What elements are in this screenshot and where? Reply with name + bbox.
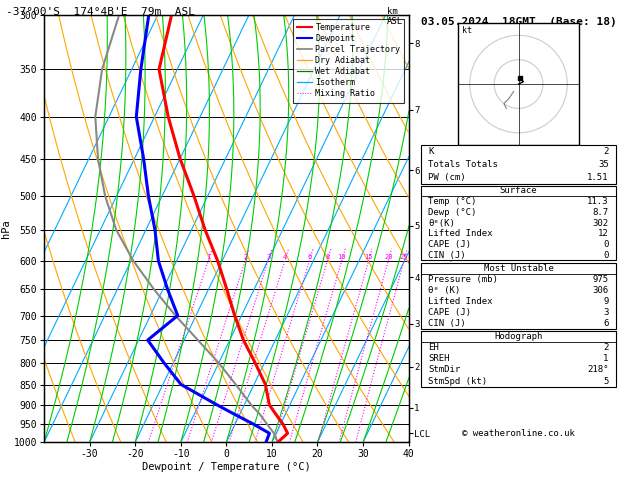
Text: 15: 15: [365, 254, 373, 260]
Text: 03.05.2024  18GMT  (Base: 18): 03.05.2024 18GMT (Base: 18): [421, 17, 616, 27]
Bar: [421, 186, 616, 260]
Text: 9: 9: [603, 297, 609, 306]
X-axis label: Dewpoint / Temperature (°C): Dewpoint / Temperature (°C): [142, 462, 311, 472]
Legend: Temperature, Dewpoint, Parcel Trajectory, Dry Adiabat, Wet Adiabat, Isotherm, Mi: Temperature, Dewpoint, Parcel Trajectory…: [293, 19, 404, 103]
Text: 0: 0: [603, 240, 609, 249]
Text: Surface: Surface: [499, 187, 537, 195]
Text: -37°00'S  174°4B'E  79m  ASL: -37°00'S 174°4B'E 79m ASL: [6, 7, 195, 17]
Text: Hodograph: Hodograph: [494, 332, 543, 341]
Text: 302: 302: [593, 219, 609, 227]
Text: K: K: [428, 147, 434, 156]
Text: 0: 0: [603, 251, 609, 260]
Text: 6: 6: [308, 254, 311, 260]
Text: CIN (J): CIN (J): [428, 319, 466, 328]
Text: EH: EH: [428, 343, 439, 352]
Text: CIN (J): CIN (J): [428, 251, 466, 260]
Text: Lifted Index: Lifted Index: [428, 229, 493, 238]
Text: CAPE (J): CAPE (J): [428, 308, 472, 317]
Text: 3: 3: [266, 254, 270, 260]
Text: © weatheronline.co.uk: © weatheronline.co.uk: [462, 429, 575, 438]
Text: km
ASL: km ASL: [387, 7, 403, 26]
Text: 2: 2: [243, 254, 247, 260]
Bar: [421, 145, 616, 184]
Text: SREH: SREH: [428, 354, 450, 364]
Text: 8: 8: [325, 254, 330, 260]
Text: StmDir: StmDir: [428, 365, 460, 375]
Bar: [421, 262, 616, 329]
Text: CAPE (J): CAPE (J): [428, 240, 472, 249]
Bar: [421, 331, 616, 387]
Text: 1: 1: [603, 354, 609, 364]
Text: 5: 5: [603, 377, 609, 385]
Text: Mixing Ratio (g/kg): Mixing Ratio (g/kg): [448, 232, 457, 327]
Text: 25: 25: [400, 254, 408, 260]
Text: Most Unstable: Most Unstable: [484, 264, 554, 273]
Text: 11.3: 11.3: [587, 197, 609, 206]
Y-axis label: hPa: hPa: [1, 219, 11, 238]
Text: 2: 2: [603, 343, 609, 352]
Text: 6: 6: [603, 319, 609, 328]
Text: 1: 1: [206, 254, 211, 260]
Text: 10: 10: [338, 254, 346, 260]
Text: θᵉ (K): θᵉ (K): [428, 286, 460, 295]
Text: 12: 12: [598, 229, 609, 238]
Text: 975: 975: [593, 275, 609, 284]
Text: 4: 4: [283, 254, 287, 260]
Text: Lifted Index: Lifted Index: [428, 297, 493, 306]
Text: Temp (°C): Temp (°C): [428, 197, 477, 206]
Text: Pressure (mb): Pressure (mb): [428, 275, 498, 284]
Text: Totals Totals: Totals Totals: [428, 160, 498, 169]
Text: 1.51: 1.51: [587, 173, 609, 182]
Text: StmSpd (kt): StmSpd (kt): [428, 377, 487, 385]
Text: 3: 3: [603, 308, 609, 317]
Text: Dewp (°C): Dewp (°C): [428, 208, 477, 217]
Text: 8.7: 8.7: [593, 208, 609, 217]
Text: 35: 35: [598, 160, 609, 169]
Text: 306: 306: [593, 286, 609, 295]
Text: θᵉ(K): θᵉ(K): [428, 219, 455, 227]
Text: PW (cm): PW (cm): [428, 173, 466, 182]
Text: 218°: 218°: [587, 365, 609, 375]
Text: 20: 20: [384, 254, 392, 260]
Text: 2: 2: [603, 147, 609, 156]
